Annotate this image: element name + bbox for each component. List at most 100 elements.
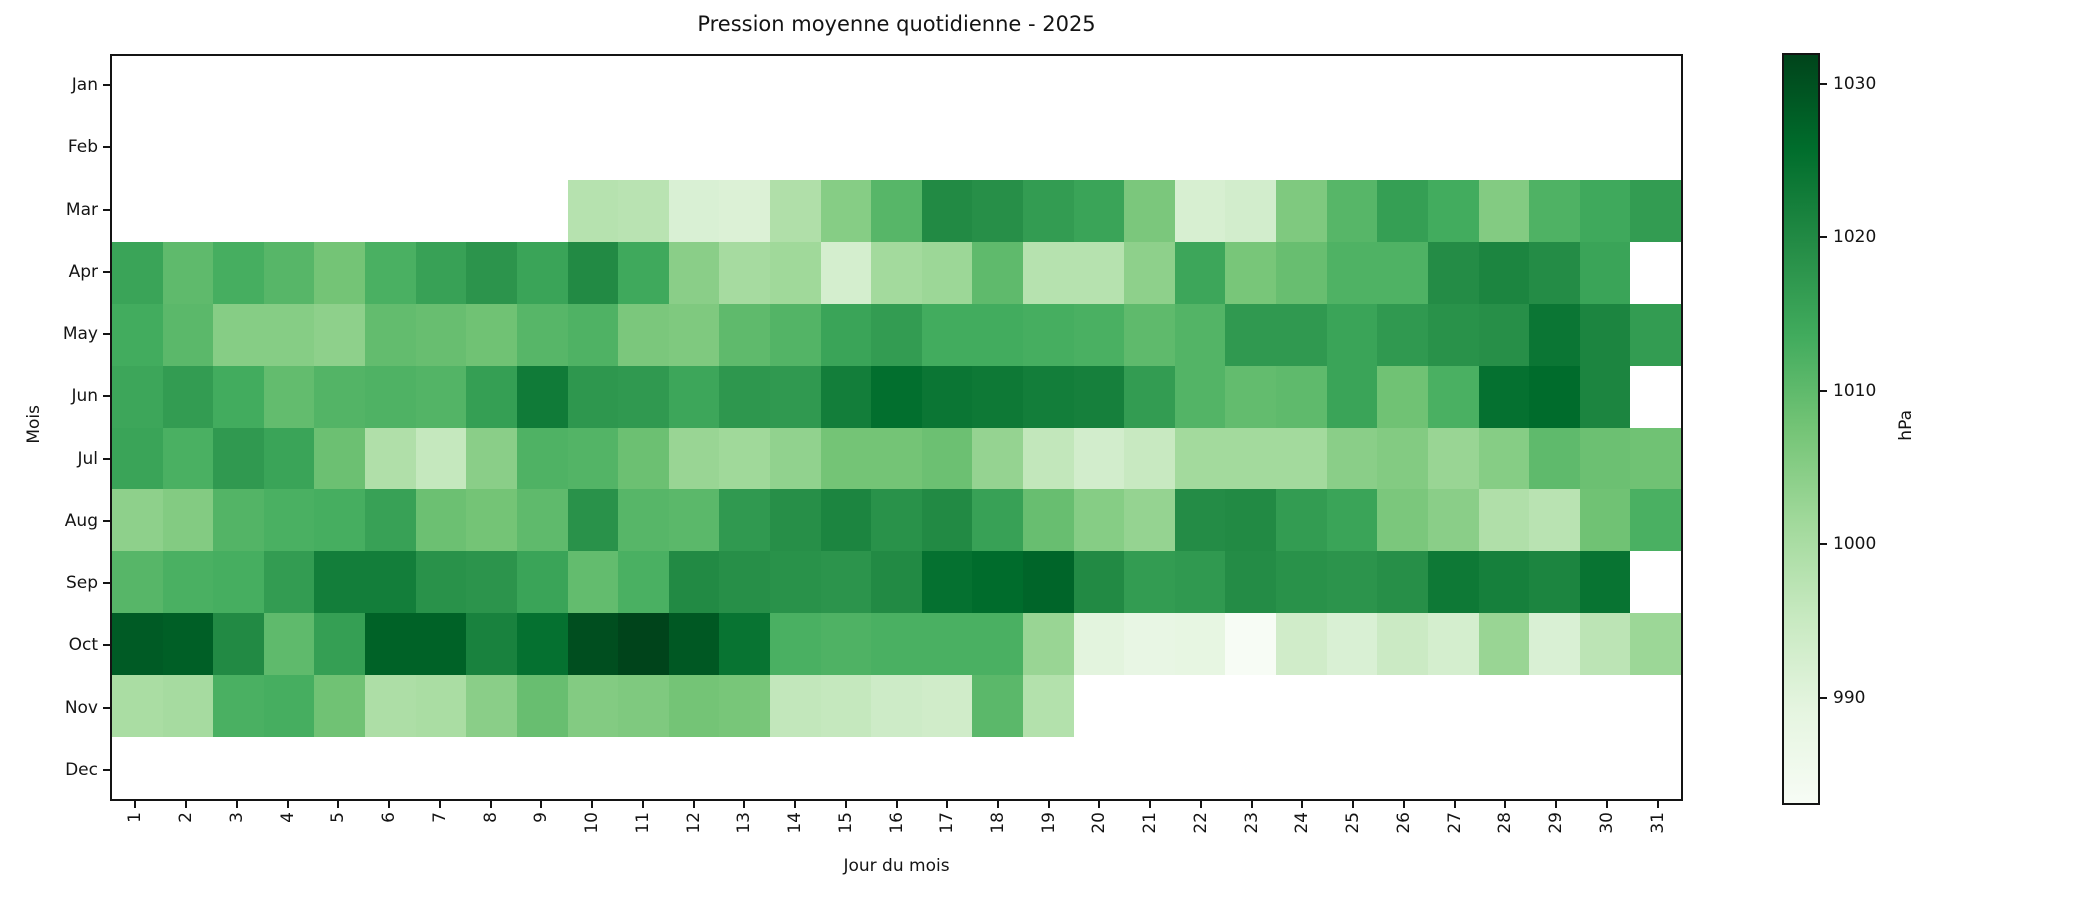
heatmap-cell bbox=[1529, 117, 1580, 180]
x-tick-label: 12 bbox=[683, 812, 704, 834]
heatmap-cell bbox=[1478, 675, 1530, 738]
heatmap-cell bbox=[1630, 303, 1681, 366]
heatmap-cell bbox=[1478, 117, 1530, 180]
heatmap-cell bbox=[1326, 56, 1378, 118]
heatmap-cell bbox=[618, 613, 669, 676]
heatmap-cell bbox=[921, 675, 973, 738]
heatmap-cell bbox=[1478, 241, 1530, 304]
heatmap-cell bbox=[466, 675, 517, 738]
heatmap-cell bbox=[1174, 179, 1226, 242]
heatmap-cell bbox=[112, 489, 163, 552]
heatmap-cell bbox=[820, 56, 872, 118]
heatmap-cell bbox=[1225, 365, 1277, 428]
colorbar-tick-label: 1000 bbox=[1833, 534, 1877, 555]
heatmap-cell bbox=[162, 365, 214, 428]
heatmap-cell bbox=[668, 56, 720, 118]
heatmap-cell bbox=[972, 117, 1024, 180]
heatmap-cell bbox=[314, 117, 366, 180]
heatmap-cell bbox=[112, 179, 163, 242]
heatmap-cell bbox=[1225, 303, 1277, 366]
heatmap-cell bbox=[516, 365, 568, 428]
colorbar-label: hPa bbox=[1896, 410, 1916, 441]
heatmap-cell bbox=[618, 117, 669, 180]
heatmap-cell bbox=[921, 365, 973, 428]
heatmap-cell bbox=[1377, 737, 1428, 799]
x-tick-mark bbox=[1352, 801, 1355, 808]
heatmap-cell bbox=[162, 737, 214, 799]
heatmap-cell bbox=[820, 179, 872, 242]
heatmap-cell bbox=[618, 675, 669, 738]
heatmap-cell bbox=[1579, 551, 1631, 614]
heatmap-cell bbox=[871, 613, 922, 676]
heatmap-cell bbox=[820, 675, 872, 738]
heatmap-cell bbox=[516, 427, 568, 490]
heatmap-cell bbox=[921, 241, 973, 304]
heatmap-cell bbox=[1225, 675, 1277, 738]
heatmap-cell bbox=[1630, 365, 1681, 428]
heatmap-cell bbox=[1276, 613, 1327, 676]
heatmap-cell bbox=[668, 179, 720, 242]
heatmap-cell bbox=[1023, 365, 1074, 428]
colorbar-tick-mark bbox=[1820, 543, 1827, 546]
heatmap-cell bbox=[1427, 179, 1479, 242]
heatmap-cell bbox=[1377, 117, 1428, 180]
heatmap-cell bbox=[972, 241, 1024, 304]
heatmap-cell bbox=[1326, 675, 1378, 738]
heatmap-cell bbox=[567, 675, 619, 738]
x-tick-label: 5 bbox=[328, 812, 349, 823]
heatmap-cell bbox=[516, 613, 568, 676]
heatmap-cell bbox=[365, 303, 416, 366]
heatmap-cell bbox=[769, 179, 821, 242]
heatmap-cell bbox=[1529, 489, 1580, 552]
heatmap-cell bbox=[516, 489, 568, 552]
heatmap-cell bbox=[719, 737, 770, 799]
heatmap-cell bbox=[415, 613, 467, 676]
y-tick-label: Oct bbox=[68, 635, 98, 656]
heatmap-cell bbox=[1377, 427, 1428, 490]
heatmap-cell bbox=[1225, 56, 1277, 118]
x-tick-mark bbox=[692, 801, 695, 808]
heatmap-cell bbox=[618, 489, 669, 552]
heatmap-cell bbox=[618, 303, 669, 366]
heatmap-cell bbox=[1427, 675, 1479, 738]
heatmap-cell bbox=[365, 427, 416, 490]
heatmap-cell bbox=[263, 56, 315, 118]
heatmap-cell bbox=[415, 737, 467, 799]
heatmap-cell bbox=[112, 551, 163, 614]
heatmap-cell bbox=[314, 179, 366, 242]
y-tick-mark bbox=[103, 84, 110, 87]
y-tick-label: Apr bbox=[68, 261, 98, 282]
heatmap-cell bbox=[516, 56, 568, 118]
heatmap-cell bbox=[1276, 56, 1327, 118]
x-tick-label: 19 bbox=[1038, 812, 1059, 834]
heatmap-cell bbox=[112, 737, 163, 799]
x-tick-mark bbox=[286, 801, 289, 808]
heatmap-cell bbox=[1427, 303, 1479, 366]
heatmap-cell bbox=[668, 241, 720, 304]
heatmap-cell bbox=[365, 56, 416, 118]
heatmap-cell bbox=[1073, 117, 1125, 180]
heatmap-cell bbox=[668, 613, 720, 676]
heatmap-cell bbox=[1579, 365, 1631, 428]
heatmap-cell bbox=[1427, 241, 1479, 304]
heatmap-cell bbox=[719, 675, 770, 738]
heatmap-cell bbox=[112, 303, 163, 366]
heatmap-cell bbox=[668, 489, 720, 552]
heatmap-cell bbox=[921, 56, 973, 118]
heatmap-cell bbox=[213, 365, 264, 428]
heatmap-cell bbox=[213, 117, 264, 180]
heatmap-cell bbox=[769, 427, 821, 490]
heatmap-cell bbox=[516, 179, 568, 242]
heatmap-cell bbox=[1579, 241, 1631, 304]
heatmap-cell bbox=[1326, 241, 1378, 304]
heatmap-cell bbox=[1427, 365, 1479, 428]
heatmap-cell bbox=[871, 117, 922, 180]
y-axis-label: Mois bbox=[24, 405, 44, 444]
heatmap-cell bbox=[972, 365, 1024, 428]
heatmap-cell bbox=[1326, 427, 1378, 490]
y-tick-label: Feb bbox=[67, 137, 98, 158]
x-tick-mark bbox=[540, 801, 543, 808]
heatmap-cell bbox=[415, 365, 467, 428]
heatmap-cell bbox=[1073, 675, 1125, 738]
heatmap-cell bbox=[213, 737, 264, 799]
